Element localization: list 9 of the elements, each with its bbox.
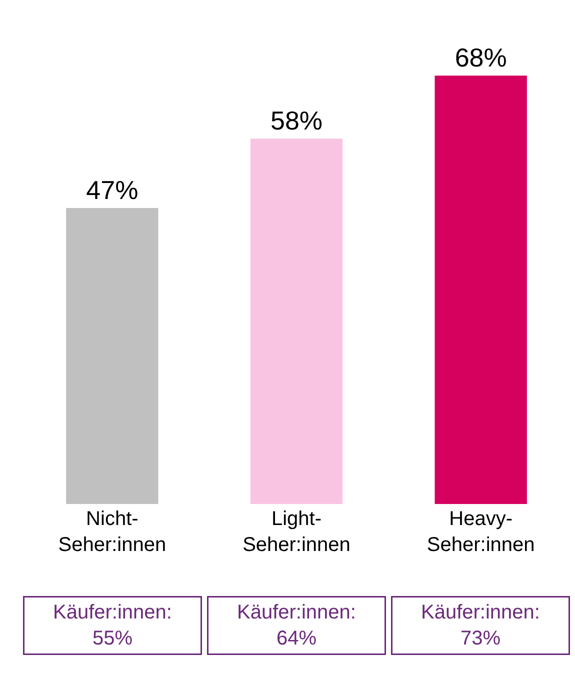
x-tick-label: Light-Seher:innen: [242, 508, 350, 556]
text: Käufer:innen: 64%: [237, 602, 356, 650]
text: Käufer:innen: 55%: [53, 602, 172, 650]
x-tick-label: Nicht-Seher:innen: [58, 508, 166, 556]
data-label: 47%: [86, 174, 138, 205]
data-label: 58%: [270, 106, 323, 136]
x-tick-label: Heavy-Seher:innen: [426, 508, 535, 556]
data-label: 68%: [454, 42, 507, 73]
text: Käufer:innen: 73%: [421, 602, 540, 650]
